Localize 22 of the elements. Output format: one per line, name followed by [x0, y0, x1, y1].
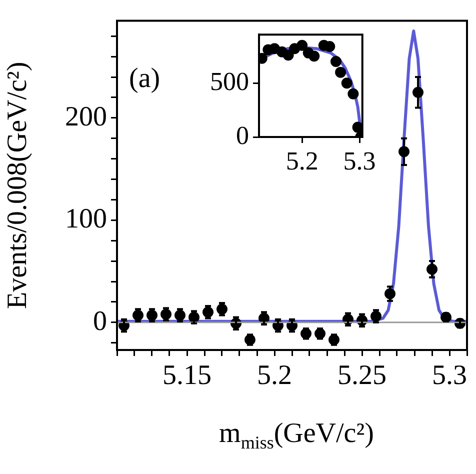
y-tick-label: 500	[210, 66, 249, 96]
x-tick-label: 5.25	[338, 360, 386, 392]
x-tick-label: 5.15	[162, 360, 212, 392]
point	[296, 40, 308, 51]
point	[282, 50, 294, 61]
point	[335, 66, 346, 78]
y-tick-label: 0	[93, 306, 107, 337]
x-tick-label: 5.3	[343, 146, 376, 176]
y-axis-title: Events/0.008(GeV/c²)	[2, 62, 34, 309]
y-tick-label: 100	[65, 204, 107, 235]
x-tick-label: 5.2	[286, 146, 318, 176]
y-tick-label: 200	[65, 101, 107, 132]
point	[330, 56, 342, 68]
x-tick-label: 5.2	[257, 360, 292, 392]
point	[352, 122, 362, 133]
x-tick-label: 5.3	[432, 360, 467, 392]
annotation: (a)	[129, 63, 160, 94]
y-tick-label: 0	[236, 120, 249, 150]
x-axis-title: m$_{miss}$(GeV/c²)	[218, 418, 375, 454]
point	[308, 50, 320, 62]
point	[348, 88, 359, 100]
point	[341, 78, 352, 89]
